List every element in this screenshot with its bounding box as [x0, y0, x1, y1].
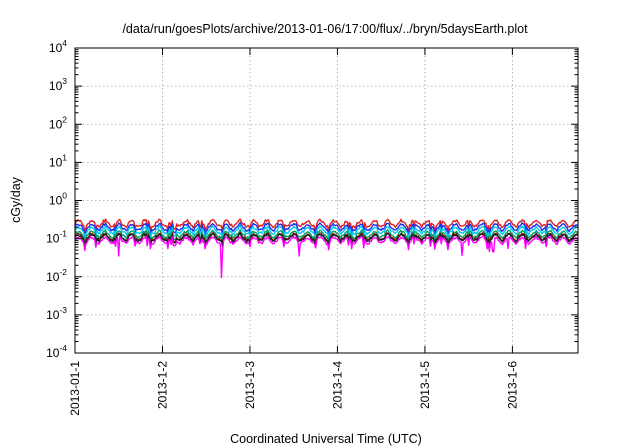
y-tick-label: 10-1 — [46, 229, 67, 246]
series-line-2 — [74, 221, 579, 238]
y-tick-label: 101 — [49, 152, 67, 169]
series-line-4 — [74, 229, 579, 246]
y-tick-label: 100 — [49, 191, 67, 208]
y-tick-label: 103 — [49, 76, 67, 93]
series-line-6 — [74, 232, 579, 249]
x-tick-label: 2013-01-1 — [68, 361, 82, 416]
series-layer — [74, 218, 579, 279]
grid — [75, 48, 578, 353]
series-line-7 — [74, 235, 579, 279]
x-tick-label: 2013-1-4 — [330, 361, 344, 409]
x-tick-label: 2013-1-2 — [155, 361, 169, 409]
y-tick-label: 102 — [49, 114, 67, 131]
y-tick-label: 104 — [49, 38, 67, 55]
plot-frame — [74, 47, 579, 354]
x-tick-label: 2013-1-5 — [418, 361, 432, 409]
y-tick-label: 10-4 — [46, 343, 67, 360]
y-axis-label: cGy/day — [9, 176, 23, 223]
axes: 10-4 10-3 10-2 10-1 100 101 102 103 104 2013-01-1… — [46, 38, 578, 416]
x-tick-label: 2013-1-6 — [505, 361, 519, 409]
chart-title: /data/run/goesPlots/archive/2013-01-06/1… — [122, 22, 528, 36]
y-tick-label: 10-3 — [46, 305, 67, 322]
x-axis-label: Coordinated Universal Time (UTC) — [230, 432, 422, 446]
series-line-1 — [74, 218, 579, 235]
series-line-3 — [74, 224, 579, 242]
y-tick-label: 10-2 — [46, 267, 67, 284]
x-tick-label: 2013-1-3 — [243, 361, 257, 409]
